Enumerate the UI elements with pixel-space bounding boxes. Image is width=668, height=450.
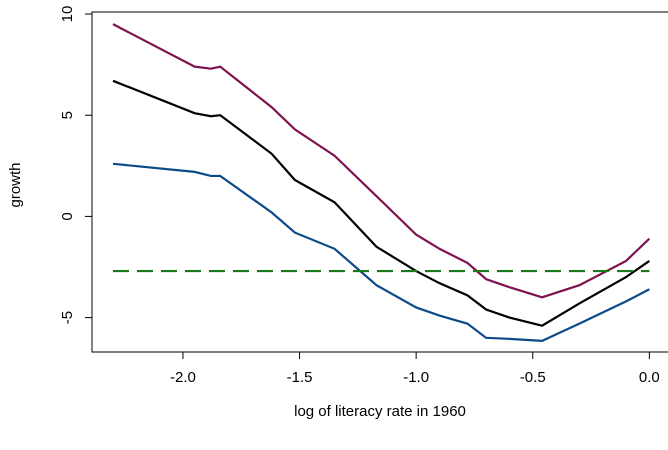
x-tick-label: -1.0 bbox=[403, 369, 429, 386]
x-tick-label: -1.5 bbox=[287, 369, 313, 386]
x-tick-label: -0.5 bbox=[520, 369, 546, 386]
y-tick-label: -5 bbox=[59, 311, 76, 324]
x-axis-label: log of literacy rate in 1960 bbox=[294, 403, 466, 420]
x-tick-label: 0.0 bbox=[639, 369, 660, 386]
y-tick-label: 5 bbox=[59, 111, 76, 119]
y-tick-label: 0 bbox=[59, 212, 76, 220]
line bbox=[112, 162, 650, 342]
plot-box bbox=[91, 11, 668, 353]
x-tick-label: -2.0 bbox=[170, 369, 196, 386]
line bbox=[112, 23, 651, 299]
y-tick-label: 10 bbox=[59, 6, 76, 23]
y-axis-label: growth bbox=[7, 162, 24, 207]
